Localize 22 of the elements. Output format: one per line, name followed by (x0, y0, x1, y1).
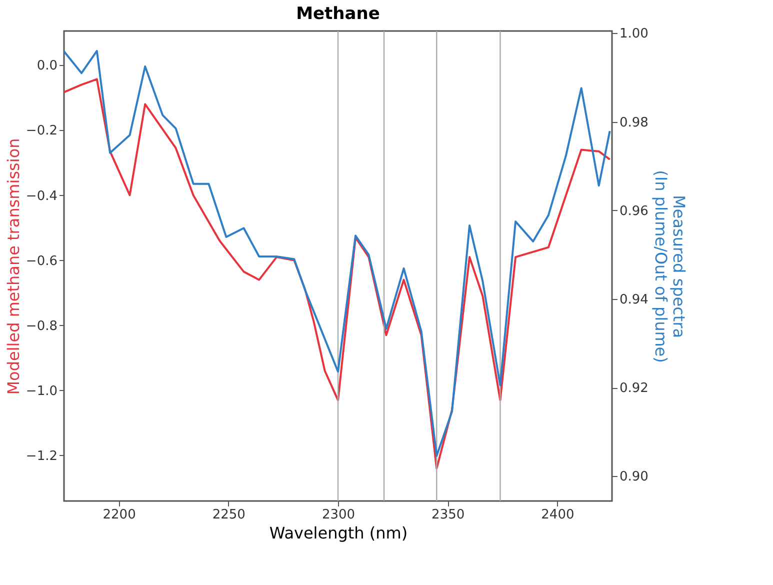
y-tick-label: −1.0 (26, 384, 58, 399)
y-tick-label: 0.0 (36, 58, 58, 74)
x-tick-label: 2250 (212, 508, 246, 522)
y-axis-title: Modelled methane transmission (4, 138, 23, 395)
y-tick-label: −0.4 (26, 188, 58, 204)
y2-tick-label: 1.00 (620, 26, 648, 42)
y-tick-label: −0.8 (26, 318, 58, 334)
x-tick-label: 2350 (432, 508, 465, 522)
y2-tick-label: 0.92 (620, 381, 648, 396)
x-tick-label: 2300 (322, 508, 356, 522)
y-tick-label: −0.6 (26, 254, 58, 269)
x-tick-label: 2400 (541, 508, 574, 522)
y2-axis-title: Measured spectra (In plume/Out of plume) (651, 170, 688, 363)
chart-title: Methane (296, 4, 380, 24)
y-tick-label: −0.2 (26, 124, 58, 139)
y-tick-label: −1.2 (26, 448, 58, 464)
x-axis-title: Wavelength (nm) (269, 524, 408, 542)
y2-tick-label: 0.98 (620, 115, 648, 130)
y2-tick-label: 0.96 (620, 204, 648, 219)
y2-tick-label: 0.94 (620, 292, 648, 308)
x-tick-label: 2200 (102, 508, 136, 522)
y2-tick-label: 0.90 (620, 470, 648, 485)
